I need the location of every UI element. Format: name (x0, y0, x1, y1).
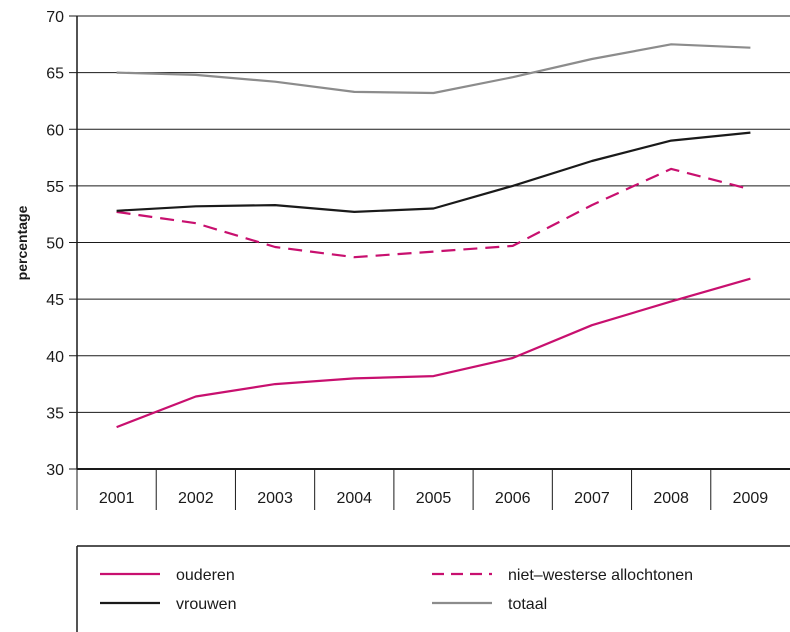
series-lines (116, 43, 751, 429)
y-axis-label: percentage (14, 205, 30, 280)
y-tick-label: 30 (46, 462, 64, 479)
legend-label-vrouwen: vrouwen (176, 596, 236, 613)
series-line-totaal (116, 43, 751, 95)
legend-label-niet-westerse-allochtonen: niet–westerse allochtonen (508, 567, 693, 584)
legend-label-totaal: totaal (508, 596, 547, 613)
y-tick-label: 45 (46, 292, 64, 309)
x-tick-label: 2003 (257, 490, 293, 507)
x-tick-label: 2004 (336, 490, 372, 507)
x-tick-label: 2008 (653, 490, 689, 507)
series-line-ouderen (116, 277, 751, 429)
y-tick-label: 60 (46, 122, 64, 139)
x-tick-label: 2002 (178, 490, 214, 507)
y-tick-label: 40 (46, 349, 64, 366)
y-tick-label: 55 (46, 179, 64, 196)
series-line-vrouwen (116, 131, 751, 213)
y-tick-label: 70 (46, 9, 64, 26)
y-tick-label: 50 (46, 236, 64, 253)
y-tick-label: 35 (46, 405, 64, 422)
x-tick-label: 2009 (733, 490, 769, 507)
x-tick-label: 2006 (495, 490, 531, 507)
legend-label-ouderen: ouderen (176, 567, 235, 584)
x-tick-label: 2007 (574, 490, 610, 507)
legend: ouderen niet–westerse allochtonen vrouwe… (76, 545, 790, 632)
tick-labels: 30 35 40 45 50 55 60 65 70 2001 2002 2003 2004 2005 20… (46, 9, 768, 507)
axes (76, 16, 790, 510)
x-tick-label: 2001 (99, 490, 135, 507)
grid-lines (69, 15, 790, 470)
series-line-niet-westerse-allochtonen (116, 167, 751, 259)
y-tick-label: 65 (46, 66, 64, 83)
x-tick-label: 2005 (416, 490, 452, 507)
